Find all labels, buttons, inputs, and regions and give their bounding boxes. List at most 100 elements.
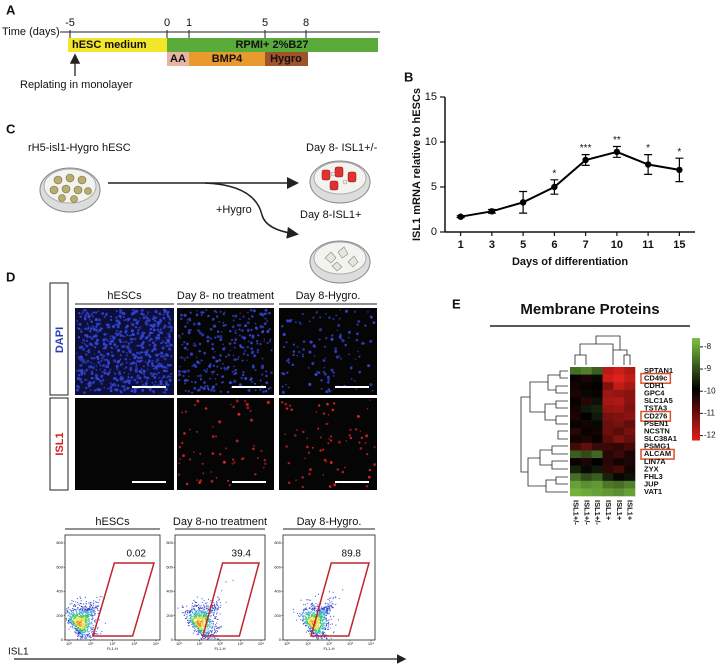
flow-event (204, 622, 206, 624)
flow-event (94, 614, 96, 616)
flow-event (191, 619, 193, 621)
flow-event (214, 608, 216, 610)
gene-label: CDH1 (644, 381, 664, 390)
cell-nucleus (110, 346, 113, 349)
cell-nucleus (208, 364, 212, 368)
cell-nucleus (262, 466, 265, 469)
cell-nucleus (344, 309, 349, 313)
flow-event (322, 612, 324, 614)
heatmap-cell (591, 367, 603, 375)
cell-nucleus (162, 354, 165, 358)
cell-nucleus (159, 379, 163, 384)
flow-event (318, 632, 320, 634)
flow-event (214, 629, 216, 631)
cell-nucleus (109, 386, 113, 390)
flow-event (216, 622, 218, 624)
gene-label: ZYX (644, 464, 659, 473)
dish (39, 167, 101, 213)
flow-event (212, 608, 214, 610)
cell-nucleus (132, 318, 136, 322)
heatmap-cell (602, 427, 614, 436)
cell-nucleus (90, 313, 93, 316)
flow-event (201, 636, 203, 638)
flow-event (207, 633, 209, 636)
flow-event (191, 608, 193, 611)
cell-nucleus (109, 335, 111, 337)
flow-event (80, 616, 82, 618)
flow-event (196, 596, 198, 598)
flow-event (214, 626, 216, 628)
flow-event (327, 603, 329, 605)
flow-event (97, 627, 99, 629)
flow-event (89, 633, 91, 635)
cell-nucleus (121, 313, 124, 316)
heatmap-cell (570, 442, 582, 451)
colorbar-step (692, 389, 700, 393)
flow-ytick: 600 (274, 564, 281, 569)
cell-nucleus (119, 358, 122, 361)
cell-nucleus (151, 382, 154, 384)
flow-event (198, 619, 200, 621)
flow-event (76, 638, 79, 640)
flow-event (185, 618, 187, 620)
cell-nucleus (131, 323, 135, 327)
cell-nucleus (158, 353, 161, 355)
column-header: Day 8- no treatment (177, 290, 274, 302)
flow-event (322, 613, 325, 616)
flow-event (329, 610, 331, 612)
cell-nucleus (116, 379, 119, 382)
cell-nucleus (261, 325, 265, 329)
cell-nucleus (167, 332, 171, 336)
flow-event (310, 621, 312, 623)
cell-nucleus (319, 316, 322, 319)
flow-event (217, 626, 219, 629)
flow-event (73, 609, 75, 612)
flow-event (200, 619, 202, 621)
cell-nucleus (214, 336, 217, 339)
flow-event (318, 618, 320, 620)
flow-event (199, 607, 201, 609)
flow-event (79, 632, 81, 634)
gene-label: CD49c (644, 373, 667, 382)
flow-event (207, 638, 209, 640)
flow-event (203, 619, 205, 621)
flow-event (211, 627, 213, 629)
cell-nucleus (287, 358, 290, 361)
cell-nucleus (209, 337, 212, 340)
cell-nucleus (260, 449, 263, 453)
cell-nucleus (355, 338, 359, 342)
cell-nucleus (123, 313, 125, 316)
cell-nucleus (369, 383, 373, 387)
cell-nucleus (211, 452, 215, 455)
flow-event (299, 616, 301, 618)
cell-nucleus (191, 365, 194, 368)
cell-nucleus (368, 468, 372, 472)
cell-nucleus (232, 458, 235, 461)
flow-event (321, 622, 323, 625)
flow-event (85, 609, 87, 611)
flow-event (206, 636, 208, 638)
heatmap-cell (591, 473, 603, 482)
cell-nucleus (181, 441, 184, 444)
row-label-box (49, 282, 69, 396)
flow-event (313, 630, 315, 632)
flow-event (84, 620, 87, 622)
cell-nucleus (102, 364, 105, 367)
cell-nucleus (204, 407, 208, 410)
significance: * (552, 168, 556, 179)
flow-event (199, 624, 202, 626)
flow-event (329, 608, 331, 610)
cell-nucleus (181, 343, 184, 346)
heatmap-cell (570, 389, 582, 398)
flow-event (196, 610, 198, 612)
flow-event (225, 601, 227, 603)
flow-event (335, 624, 337, 626)
cell-nucleus (322, 448, 325, 451)
flow-event (320, 607, 322, 609)
flow-event (201, 623, 203, 625)
flow-event (310, 629, 312, 631)
cell-nucleus (88, 336, 91, 338)
cell-nucleus (231, 314, 235, 318)
flow-event (192, 611, 194, 613)
cell-nucleus (216, 335, 220, 339)
